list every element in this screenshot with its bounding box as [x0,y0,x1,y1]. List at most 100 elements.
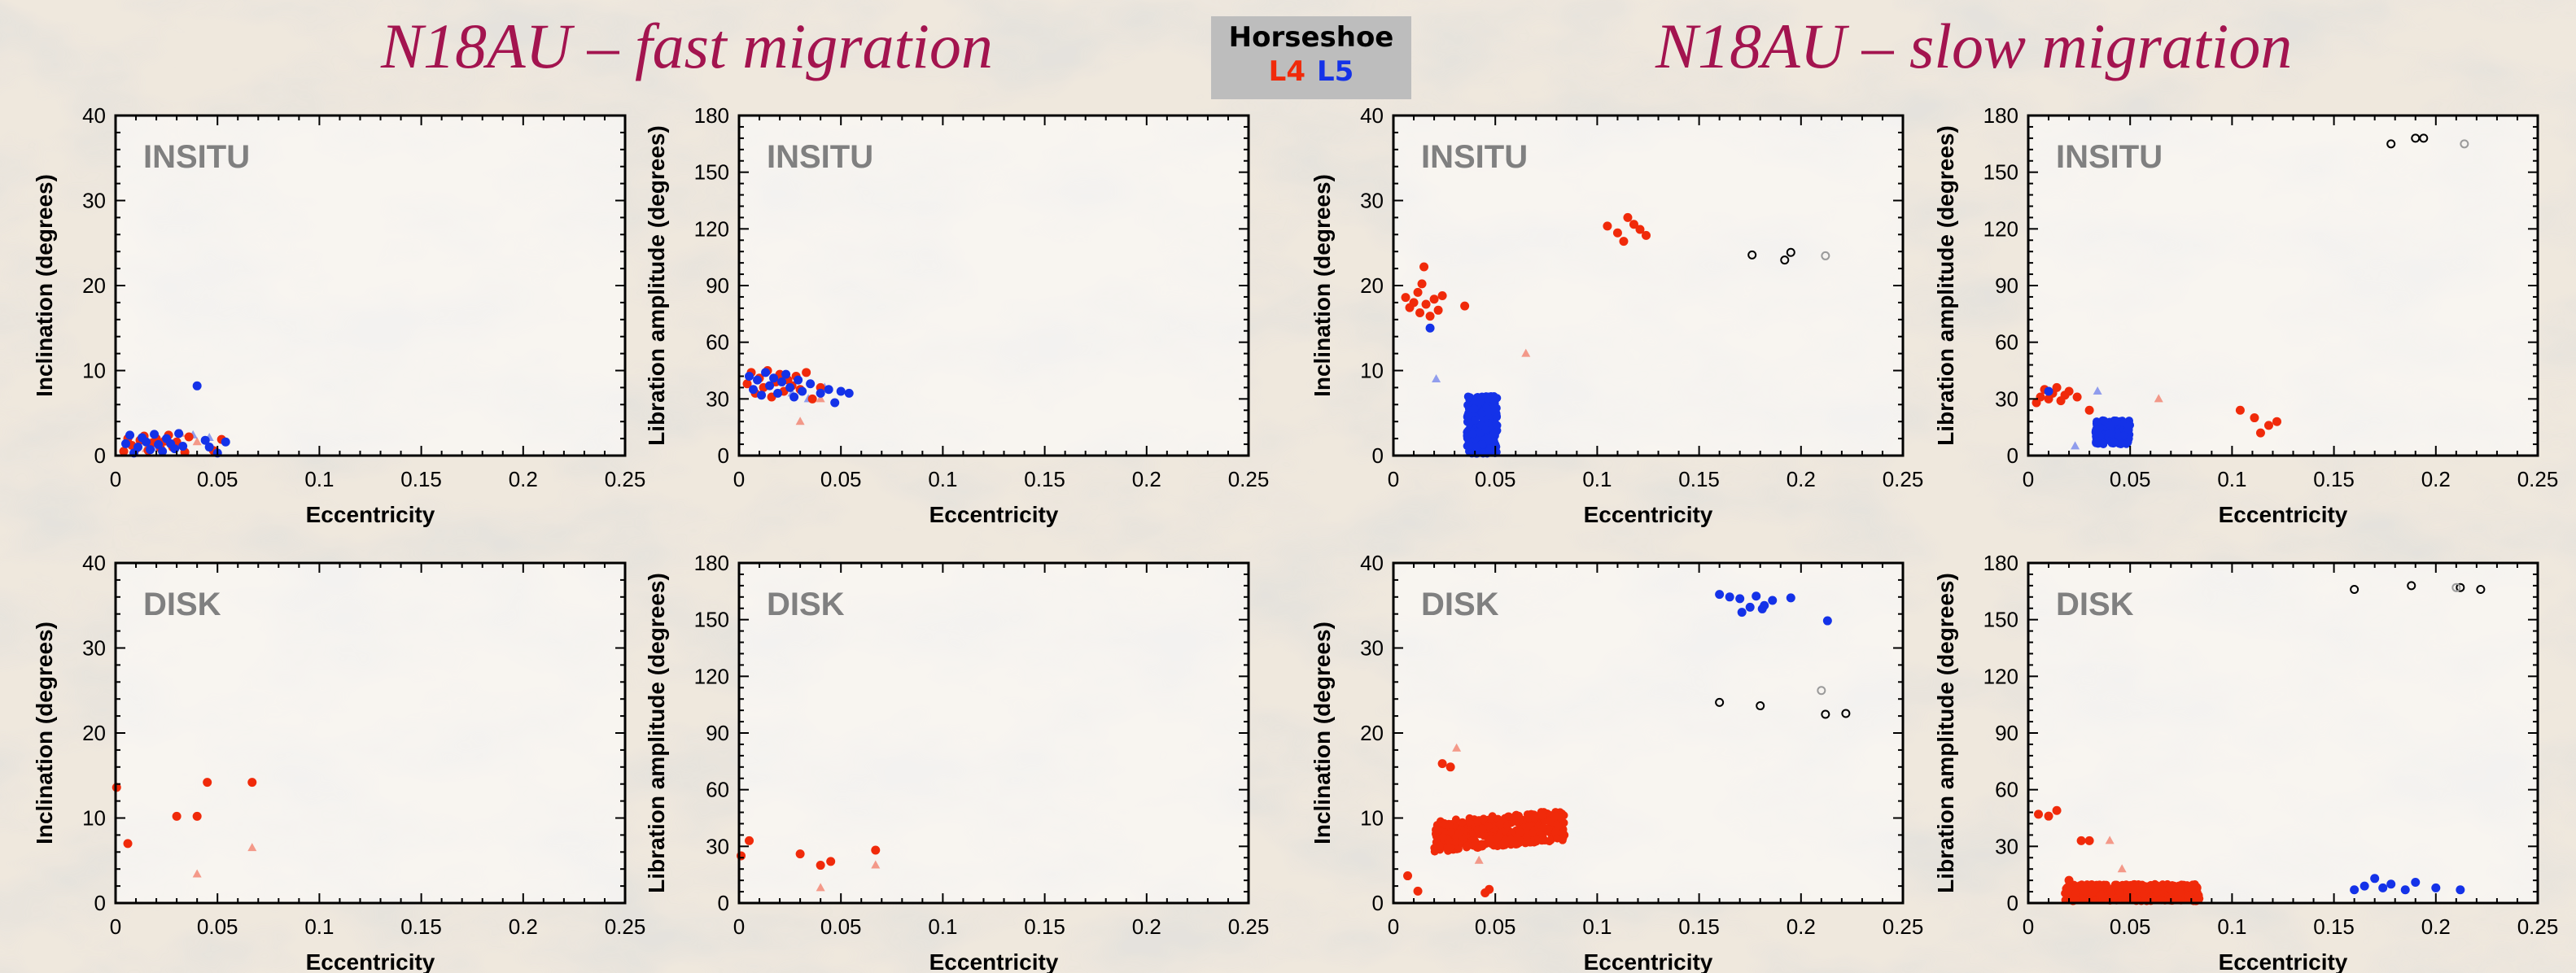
l4-point [2235,405,2245,415]
l4-point [1445,762,1455,772]
l5-point [789,392,799,402]
l5-point [2105,429,2114,438]
chart-fast-disk-inc: DISK 0 0.05 0.1 0.15 0.2 0.25 0 10 20 30 40 Eccentri… [32,551,645,973]
l4-point [826,857,836,866]
y-axis-label: Libration amplitude (degrees) [1933,573,1958,893]
x-tick-label: 0 [1388,467,1399,491]
l5-point [2386,879,2396,889]
l4-point [2272,417,2281,426]
l5-point [192,381,202,391]
l4-point [2063,889,2072,898]
l4-point [2084,887,2093,896]
l4-point [871,845,881,855]
y-tick-label: 30 [1995,834,2018,858]
l4-point [1502,822,1511,831]
legend-row: L4 L5 [1211,54,1411,89]
x-tick-label: 0.1 [304,467,334,491]
l5-point [2350,885,2360,895]
l4-point [1477,842,1486,851]
l5-point [1786,593,1795,603]
x-tick-label: 0.2 [2421,914,2451,939]
l5-point [1757,604,1767,613]
l4-point [1603,221,1612,231]
y-axis-label: Libration amplitude (degrees) [644,125,669,446]
l5-point [2411,877,2421,887]
l4-point [172,811,182,821]
horseshoe-point [2407,581,2416,591]
x-axis-label: Eccentricity [2219,949,2348,973]
l4-triangle [1521,348,1531,357]
y-tick-label: 0 [2007,443,2018,468]
l4-point [2094,882,2103,891]
l5-point [1725,592,1734,602]
y-tick-label: 0 [94,443,106,468]
l4-point [795,849,805,859]
horseshoe-point [1715,697,1725,707]
y-tick-label: 60 [706,330,729,355]
y-axis-label: Inclination (degrees) [32,622,57,844]
l5-point [2092,425,2101,434]
l4-point [2189,881,2198,890]
l5-triangle [1432,373,1441,382]
x-tick-label: 0.1 [928,914,957,939]
l5-point [1752,591,1761,601]
l5-point [1485,446,1494,455]
l5-point [158,447,168,456]
x-tick-label: 0.1 [1582,467,1612,491]
l4-point [2072,392,2082,402]
l4-point [2052,805,2062,815]
l4-point [192,811,202,821]
l4-point [2115,888,2124,897]
l4-point [1403,871,1413,881]
y-tick-label: 40 [82,103,106,128]
l5-point [794,375,803,385]
l5-point [1478,440,1487,449]
l4-point [1413,287,1423,297]
y-tick-label: 40 [82,551,106,575]
l4-point [1425,312,1435,321]
y-tick-label: 180 [1983,551,2018,575]
legend-l4: L4 [1268,55,1305,88]
x-tick-label: 0.1 [2217,914,2246,939]
x-axis-label: Eccentricity [1584,502,1713,527]
x-tick-label: 0.25 [2517,467,2559,491]
l4-point [1635,225,1645,234]
l4-point [2250,413,2259,423]
l4-point [119,447,129,456]
horseshoe-point [2456,582,2465,592]
l4-point [2139,889,2148,898]
l4-point [1501,836,1510,844]
l4-point [2064,875,2074,885]
l5-point [154,439,164,449]
x-tick-label: 0.05 [1475,914,1516,939]
x-tick-label: 0.15 [400,914,442,939]
l4-point [1409,298,1419,308]
l4-point [203,778,212,788]
panel-label: DISK [1421,587,1499,622]
l5-point [125,430,135,440]
y-tick-label: 30 [1995,386,2018,411]
l4-point [1452,837,1461,846]
x-tick-label: 0 [110,467,121,491]
x-tick-label: 0.1 [2217,467,2246,491]
x-tick-label: 0.05 [197,467,238,491]
x-axis-label: Eccentricity [929,949,1059,973]
l4-point [1619,237,1629,247]
y-tick-label: 30 [82,189,106,213]
l5-point [1715,590,1725,600]
l4-point [2084,405,2094,415]
l4-point [1401,293,1410,303]
l4-point [2084,836,2094,845]
l5-triangle [2093,386,2102,395]
l4-point [1629,220,1638,229]
x-axis-label: Eccentricity [929,502,1059,527]
l4-triangle [816,394,825,403]
l4-point [1430,844,1439,853]
l4-point [1559,833,1568,842]
l4-point [1429,295,1439,304]
chart-fast-insitu-lib: INSITU 0 0.05 0.1 0.15 0.2 0.25 0 30 60 90 120 150 18… [644,103,1269,527]
l5-point [2400,885,2410,895]
plot-area [739,563,1249,903]
l5-point [204,443,214,452]
l5-point [2378,883,2388,892]
